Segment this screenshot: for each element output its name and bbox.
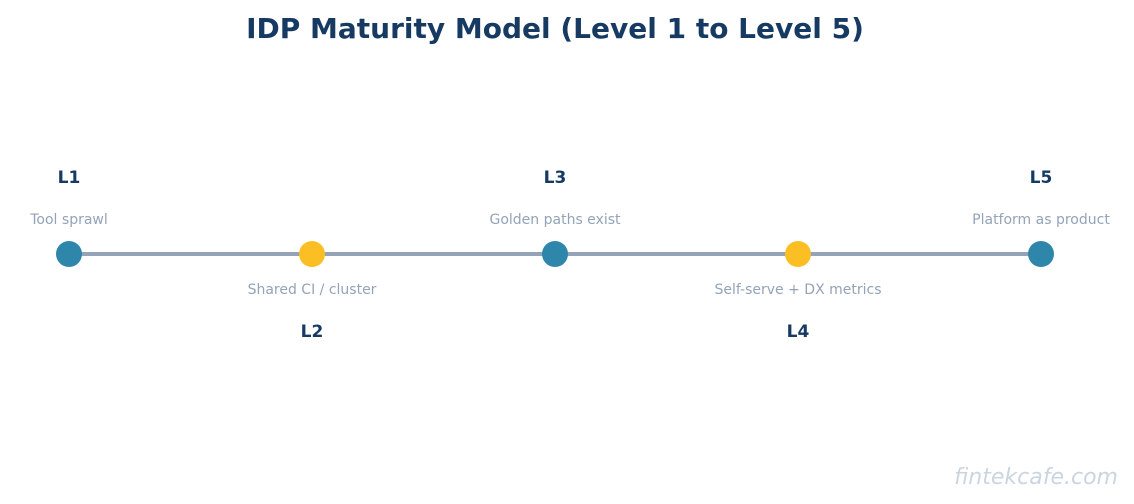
level-label-l3: L3 [544,168,567,188]
level-marker-l1 [56,241,82,267]
level-marker-l4 [785,241,811,267]
level-label-l4: L4 [787,322,810,342]
level-description-l1: Tool sprawl [29,212,108,228]
level-node-l1: L1 Tool sprawl [29,168,108,267]
level-description-l2: Shared CI / cluster [248,282,377,298]
level-node-l4: L4 Self-serve + DX metrics [715,241,882,342]
level-node-l3: L3 Golden paths exist [489,168,621,267]
level-description-l5: Platform as product [972,212,1110,228]
level-label-l2: L2 [301,322,324,342]
diagram-title: IDP Maturity Model (Level 1 to Level 5) [246,12,864,45]
level-description-l4: Self-serve + DX metrics [715,282,882,298]
level-nodes: L1 Tool sprawl L2 Shared CI / cluster L3 Gold… [29,168,1110,342]
level-marker-l5 [1028,241,1054,267]
level-node-l5: L5 Platform as product [972,168,1110,267]
level-marker-l2 [299,241,325,267]
level-label-l5: L5 [1030,168,1053,188]
watermark: fintekcafe.com [954,465,1118,490]
level-label-l1: L1 [58,168,81,188]
level-description-l3: Golden paths exist [489,212,621,228]
level-marker-l3 [542,241,568,267]
level-node-l2: L2 Shared CI / cluster [248,241,377,342]
